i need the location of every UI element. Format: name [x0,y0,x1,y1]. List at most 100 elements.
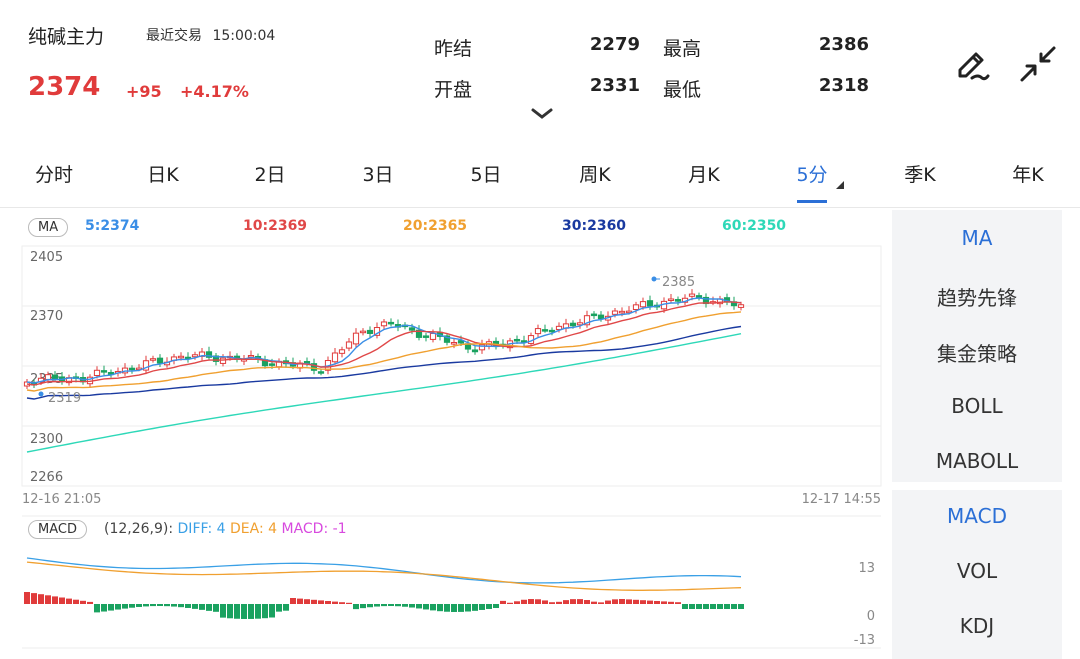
macd-bar [535,599,541,604]
indicator-sidebar: MA 趋势先锋 集金策略 BOLL MABOLL MACD VOL KDJ [888,208,1080,659]
macd-bar [577,599,583,604]
candle-body [639,301,647,308]
tab-5day[interactable]: 5日 [470,164,502,186]
macd-bar [94,604,100,613]
macd-bar [528,599,534,604]
low-marker [38,391,44,397]
macd-value: MACD: -1 [281,521,347,537]
macd-bar [444,604,450,612]
macd-bar [661,601,667,604]
macd-bar [374,604,380,607]
chevron-down-icon[interactable] [531,108,553,120]
macd-params: (12,26,9): [104,521,174,537]
active-tab-indicator [797,200,827,203]
macd-bar [325,601,331,604]
last-price: 2374 [28,72,101,102]
side-item-maboll[interactable]: MABOLL [935,449,1019,473]
candle-body [212,355,220,362]
ma-line [26,301,742,386]
candle-body [457,340,465,344]
high-value: 2386 [818,34,869,55]
candle-body [345,341,353,349]
macd-bar [115,604,121,610]
macd-bar [318,600,324,604]
macd-bar [430,604,436,611]
candle-body [422,335,430,338]
macd-bar [731,604,737,609]
macd-dea: DEA: 4 [230,521,278,537]
macd-bar [108,604,114,611]
candle-body [142,360,150,371]
tab-3day[interactable]: 3日 [362,164,394,186]
candle-body [632,304,640,311]
candle-body [51,374,59,380]
candle-body [737,304,745,308]
side-item-boll[interactable]: BOLL [951,394,1003,418]
macd-bar [192,604,198,609]
macd-bar [304,599,310,604]
macd-bar [388,604,394,607]
macd-bar [38,594,44,604]
macd-bar [150,604,156,607]
moving-average-lines [26,297,742,453]
candle-body [177,355,185,359]
ma-line [26,311,742,392]
candle-body [597,314,605,320]
side-item-trend[interactable]: 趋势先锋 [937,286,1017,310]
tab-quarter-k[interactable]: 季K [904,164,936,186]
macd-bar [164,604,170,607]
prev-settle-value: 2279 [589,34,640,55]
candle-body [590,313,598,317]
candle-body [408,327,416,331]
macd-bar [185,604,191,608]
macd-bar [339,602,345,604]
tab-week-k[interactable]: 周K [579,164,611,186]
macd-bar [227,604,233,619]
ma30-value: 30:2360 [562,218,627,234]
macd-bar [619,599,625,604]
kline-chart[interactable]: 2405 2370 2335 2300 2266 2385 2319 12-16… [0,208,888,659]
macd-bar [507,602,513,604]
macd-indicator-pill[interactable]: MACD [28,520,87,539]
period-tabs: 分时 日K 2日 3日 5日 周K 月K 5分 季K 年K [0,150,1080,208]
side-item-ma[interactable]: MA [961,226,993,250]
macd-bar [423,604,429,610]
ma10-value: 10:2369 [243,218,308,234]
macd-bar [451,604,457,612]
kline-chart-area[interactable]: MA 5:2374 10:2369 20:2365 30:2360 60:235… [0,208,888,659]
tab-year-k[interactable]: 年K [1012,164,1044,186]
high-label: 最高 [663,38,702,60]
candle-body [534,328,542,335]
open-label: 开盘 [434,79,473,101]
tab-2day[interactable]: 2日 [254,164,286,186]
time-end-label: 12-17 14:55 [802,492,881,507]
macd-bar [66,598,72,604]
macd-bar [556,601,562,604]
tab-day-k[interactable]: 日K [147,164,179,186]
low-label: 最低 [663,79,702,101]
candle-body [205,351,213,358]
side-item-macd[interactable]: MACD [947,504,1007,528]
macd-bar [458,604,464,612]
tab-minute[interactable]: 分时 [34,164,73,186]
side-item-vol[interactable]: VOL [956,559,998,583]
macd-dea-line [26,561,742,591]
draw-pen-icon[interactable] [952,44,992,84]
macd-bar [591,601,597,604]
side-item-gold-strategy[interactable]: 集金策略 [937,342,1017,366]
ma-indicator-pill[interactable]: MA [28,218,69,237]
candle-body [93,369,101,377]
macd-bar [724,604,730,609]
macd-bar [248,604,254,619]
macd-bar [514,601,520,604]
tab-month-k[interactable]: 月K [688,164,720,186]
price-tick-2266: 2266 [30,470,63,485]
macd-bar [682,604,688,609]
tab-5min[interactable]: 5分 [796,164,828,186]
candle-body [331,352,339,363]
side-item-kdj[interactable]: KDJ [959,614,995,638]
macd-bar [703,604,709,609]
macd-bar [45,595,51,604]
dropdown-triangle-icon[interactable] [835,180,845,190]
collapse-icon[interactable] [1018,44,1058,84]
